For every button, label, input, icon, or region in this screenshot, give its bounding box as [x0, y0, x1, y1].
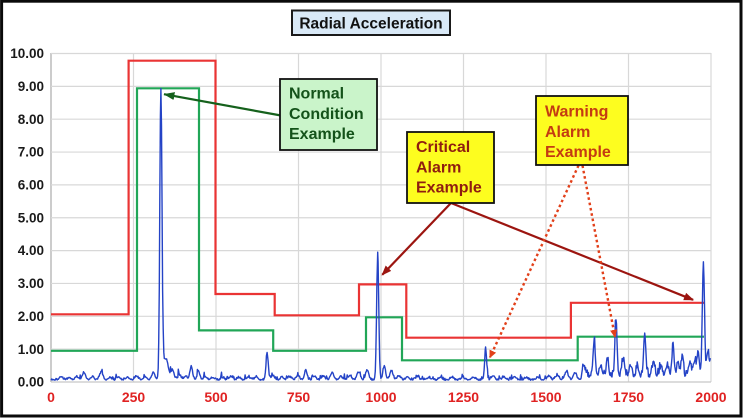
svg-text:Radial Acceleration: Radial Acceleration: [299, 16, 442, 33]
svg-text:750: 750: [287, 389, 311, 405]
svg-text:Example: Example: [416, 180, 482, 197]
svg-text:Alarm: Alarm: [416, 159, 461, 176]
svg-text:250: 250: [122, 389, 146, 405]
svg-text:Condition: Condition: [289, 106, 364, 123]
svg-text:1.00: 1.00: [18, 342, 44, 357]
svg-text:1500: 1500: [530, 389, 561, 405]
svg-text:1000: 1000: [365, 389, 396, 405]
svg-text:Critical: Critical: [416, 139, 470, 156]
svg-text:0.00: 0.00: [18, 375, 44, 390]
svg-text:Alarm: Alarm: [545, 124, 590, 141]
svg-text:7.00: 7.00: [18, 145, 44, 160]
svg-text:2.00: 2.00: [18, 309, 44, 324]
svg-text:Normal: Normal: [289, 86, 344, 103]
svg-text:10.00: 10.00: [10, 46, 44, 61]
svg-text:500: 500: [204, 389, 228, 405]
svg-text:4.00: 4.00: [18, 243, 44, 258]
svg-text:5.00: 5.00: [18, 210, 44, 225]
svg-text:1750: 1750: [613, 389, 644, 405]
svg-text:Example: Example: [289, 126, 355, 143]
svg-text:0: 0: [47, 389, 55, 405]
svg-text:2000: 2000: [695, 389, 726, 405]
svg-text:1250: 1250: [448, 389, 479, 405]
svg-text:3.00: 3.00: [18, 276, 44, 291]
svg-text:9.00: 9.00: [18, 79, 44, 94]
svg-text:8.00: 8.00: [18, 112, 44, 127]
svg-text:Example: Example: [545, 144, 611, 161]
svg-text:Warning: Warning: [545, 104, 608, 121]
svg-text:6.00: 6.00: [18, 178, 44, 193]
